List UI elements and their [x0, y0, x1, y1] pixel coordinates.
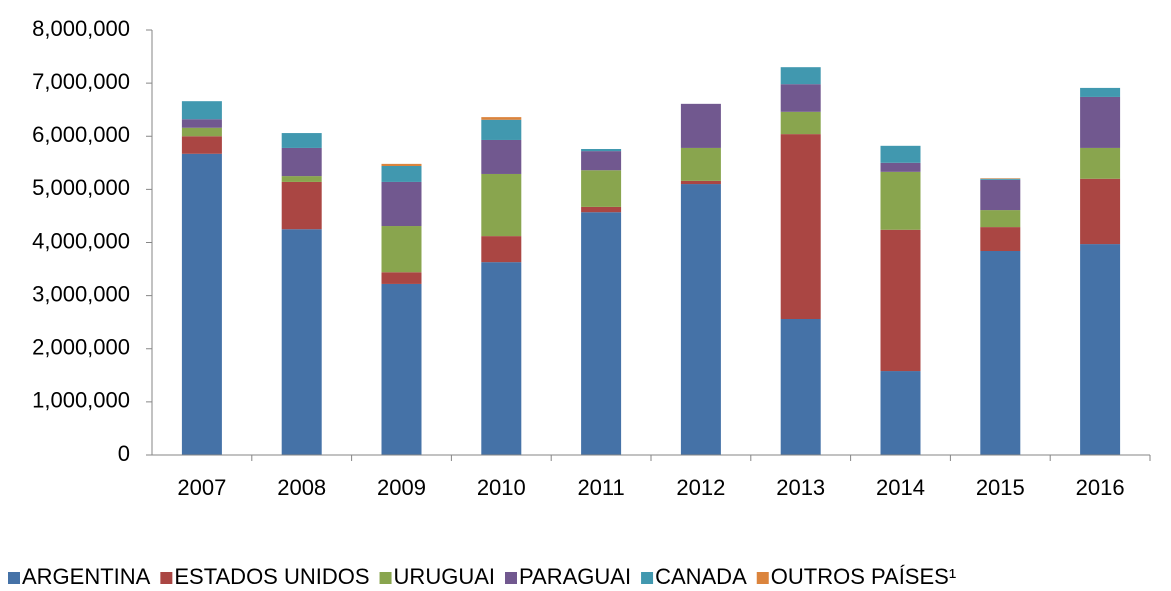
y-tick-label: 0	[118, 441, 130, 466]
bar-segment	[481, 139, 522, 174]
y-tick-label: 2,000,000	[32, 335, 130, 360]
y-tick-label: 8,000,000	[32, 16, 130, 41]
bar-segment	[581, 206, 622, 213]
bar-segment	[381, 226, 422, 273]
x-tick-label: 2007	[177, 475, 226, 500]
bar-segment	[381, 272, 422, 284]
bar-segment	[780, 84, 821, 112]
bar-segment	[181, 101, 222, 120]
bar-segment	[880, 229, 921, 372]
legend-swatch	[379, 572, 392, 584]
bar-segment	[281, 133, 322, 148]
bar-segment	[880, 371, 921, 455]
y-tick-label: 4,000,000	[32, 228, 130, 253]
bar-segment	[1080, 178, 1121, 245]
legend-swatch	[756, 572, 769, 584]
x-tick-label: 2012	[676, 475, 725, 500]
legend-swatch	[8, 572, 20, 584]
bar-segment	[481, 117, 522, 120]
bar-segment	[581, 149, 622, 152]
bar-segment	[381, 166, 422, 182]
y-tick-label: 1,000,000	[32, 388, 130, 413]
y-tick-label: 5,000,000	[32, 175, 130, 200]
bar-segment	[880, 162, 921, 172]
y-tick-label: 7,000,000	[32, 69, 130, 94]
bar-segment	[1080, 244, 1121, 455]
bar-segment	[181, 119, 222, 128]
bar-segment	[481, 173, 522, 237]
bar-segment	[680, 180, 721, 185]
bar-segment	[381, 181, 422, 227]
bar-segment	[381, 163, 422, 166]
x-tick-label: 2014	[876, 475, 925, 500]
x-tick-label: 2016	[1076, 475, 1125, 500]
bar-segment	[181, 127, 222, 137]
bar-segment	[680, 147, 721, 181]
bar-segment	[581, 170, 622, 207]
bar-segment	[281, 229, 322, 455]
bar-segment	[980, 210, 1021, 228]
bar-segment	[481, 262, 522, 455]
legend-label: ARGENTINA	[22, 564, 151, 589]
legend-label: CANADA	[655, 564, 747, 589]
x-tick-label: 2009	[377, 475, 426, 500]
bar-segment	[780, 111, 821, 135]
bar-segment	[1080, 87, 1121, 97]
x-tick-label: 2013	[776, 475, 825, 500]
legend-label: ESTADOS UNIDOS	[174, 564, 369, 589]
x-tick-label: 2011	[577, 475, 624, 500]
bar-segment	[780, 319, 821, 455]
bar-segment	[880, 145, 921, 163]
bar-segment	[680, 103, 721, 148]
bar-segment	[481, 236, 522, 263]
bar-segment	[980, 178, 1021, 179]
bar-segment	[1080, 147, 1121, 179]
bar-segment	[281, 176, 322, 182]
legend-label: PARAGUAI	[519, 564, 631, 589]
legend-label: URUGUAI	[394, 564, 495, 589]
bar-segment	[281, 181, 322, 230]
legend-label: OUTROS PAÍSES¹	[771, 564, 956, 589]
legend-swatch	[505, 572, 517, 584]
bar-segment	[381, 283, 422, 455]
bar-segment	[481, 119, 522, 140]
x-tick-label: 2015	[976, 475, 1025, 500]
bar-segment	[780, 67, 821, 85]
legend-swatch	[160, 572, 173, 584]
bar-segment	[980, 178, 1021, 180]
bar-segment	[780, 134, 821, 319]
bar-segment	[181, 153, 222, 455]
bar-segment	[181, 136, 222, 154]
bar-segment	[581, 151, 622, 171]
bar-segment	[980, 179, 1021, 211]
y-tick-label: 3,000,000	[32, 281, 130, 306]
bar-segment	[980, 227, 1021, 251]
x-tick-label: 2008	[277, 475, 326, 500]
bar-segment	[880, 171, 921, 230]
x-tick-label: 2010	[477, 475, 526, 500]
bar-segment	[680, 184, 721, 455]
bar-segment	[281, 147, 322, 177]
legend-swatch	[641, 572, 654, 584]
bar-segment	[980, 251, 1021, 455]
bar-segment	[581, 212, 622, 455]
bar-segment	[1080, 96, 1121, 148]
y-tick-label: 6,000,000	[32, 122, 130, 147]
